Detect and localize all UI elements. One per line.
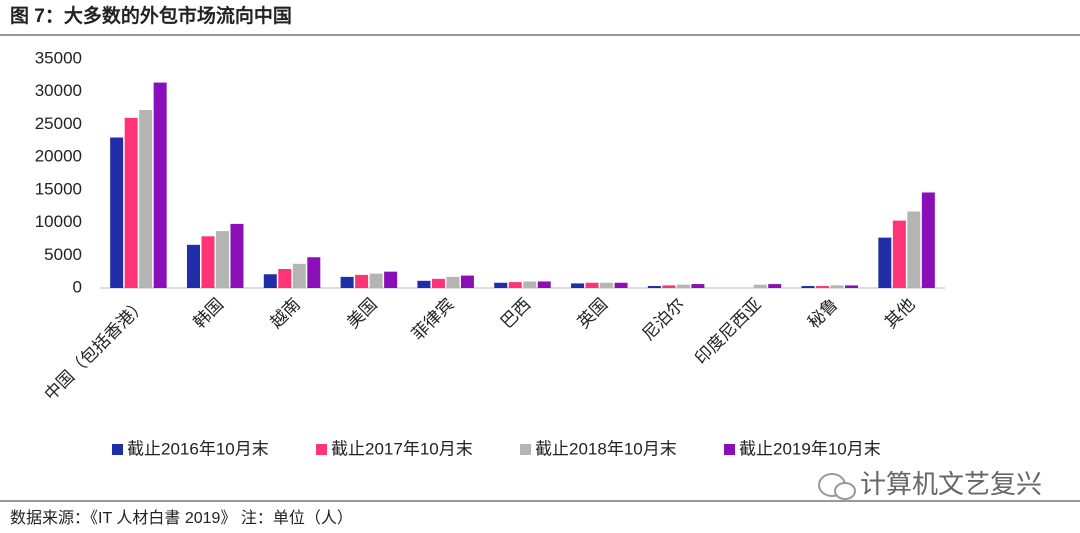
bar bbox=[662, 285, 676, 288]
bar bbox=[460, 275, 474, 288]
bar bbox=[508, 282, 522, 288]
y-tick-label: 35000 bbox=[35, 48, 82, 67]
x-tick-label: 英国 bbox=[574, 295, 611, 332]
bar bbox=[139, 110, 153, 288]
bar bbox=[384, 271, 398, 288]
y-tick-label: 0 bbox=[73, 277, 82, 296]
bar bbox=[537, 281, 551, 288]
x-tick-label: 中国（包括香港） bbox=[41, 295, 151, 405]
bar bbox=[768, 284, 782, 288]
bar bbox=[830, 285, 844, 288]
x-tick-label: 尼泊尔 bbox=[639, 295, 688, 344]
bar bbox=[845, 285, 859, 288]
watermark-icon bbox=[818, 473, 856, 500]
y-tick-label: 30000 bbox=[35, 81, 82, 100]
bar bbox=[907, 211, 921, 288]
x-tick-label: 越南 bbox=[267, 295, 304, 332]
bar bbox=[585, 282, 599, 288]
bar bbox=[691, 284, 705, 288]
bar bbox=[753, 284, 767, 288]
legend-label: 截止2019年10月末 bbox=[739, 439, 881, 458]
bar bbox=[523, 281, 537, 288]
bar bbox=[186, 244, 200, 288]
y-tick-label: 25000 bbox=[35, 114, 82, 133]
x-tick-label: 美国 bbox=[343, 295, 380, 332]
legend-swatch bbox=[520, 444, 531, 455]
bar bbox=[215, 231, 229, 288]
x-tick-label: 菲律宾 bbox=[408, 295, 457, 344]
bar bbox=[230, 223, 244, 288]
bar bbox=[417, 280, 431, 288]
x-tick-label: 巴西 bbox=[497, 295, 534, 332]
legend-swatch bbox=[112, 444, 123, 455]
legend-label: 截止2017年10月末 bbox=[331, 439, 473, 458]
bar bbox=[110, 137, 124, 288]
bar bbox=[292, 263, 306, 288]
x-tick-label: 印度尼西亚 bbox=[691, 295, 765, 369]
bar bbox=[614, 282, 628, 288]
figure-title: 图 7：大多数的外包市场流向中国 bbox=[10, 4, 292, 27]
bar bbox=[571, 283, 585, 288]
bar bbox=[263, 274, 277, 288]
y-tick-label: 5000 bbox=[44, 245, 82, 264]
bar bbox=[816, 286, 830, 288]
bar bbox=[676, 284, 690, 288]
bar bbox=[124, 117, 138, 288]
bar bbox=[307, 257, 321, 288]
watermark: 计算机文艺复兴 bbox=[860, 469, 1042, 499]
bar bbox=[878, 237, 892, 288]
bar bbox=[355, 274, 369, 288]
legend-swatch bbox=[316, 444, 327, 455]
legend-swatch bbox=[724, 444, 735, 455]
bar bbox=[494, 282, 508, 288]
bar bbox=[340, 276, 354, 288]
source-note: 数据来源：《IT 人材白書 2019》 注：单位（人） bbox=[10, 509, 353, 527]
bar bbox=[153, 82, 167, 288]
bar bbox=[801, 286, 815, 288]
bar bbox=[600, 282, 614, 288]
y-tick-label: 10000 bbox=[35, 212, 82, 231]
bar bbox=[369, 273, 383, 288]
x-tick-label: 其他 bbox=[881, 295, 918, 332]
bar bbox=[921, 192, 935, 288]
legend-label: 截止2018年10月末 bbox=[535, 439, 677, 458]
bar bbox=[446, 276, 460, 288]
x-tick-label: 秘鲁 bbox=[804, 295, 841, 332]
x-tick-label: 韩国 bbox=[190, 295, 227, 332]
y-tick-label: 15000 bbox=[35, 179, 82, 198]
bar bbox=[431, 278, 445, 288]
bar bbox=[647, 286, 661, 288]
bar bbox=[201, 236, 215, 288]
bar bbox=[892, 220, 906, 288]
legend-label: 截止2016年10月末 bbox=[127, 439, 269, 458]
bar bbox=[278, 269, 292, 288]
y-tick-label: 20000 bbox=[35, 147, 82, 166]
